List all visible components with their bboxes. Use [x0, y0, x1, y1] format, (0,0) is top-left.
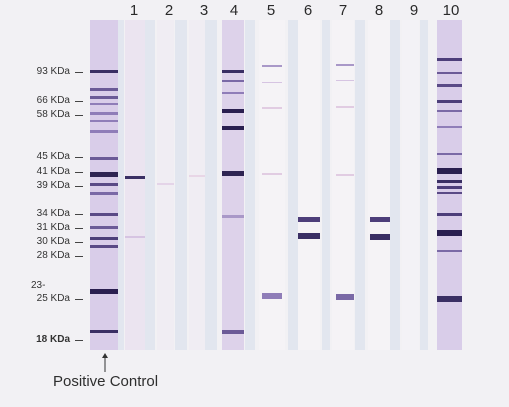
mw-marker-30: 30 KDa [36, 236, 70, 247]
mw-tick-58 [75, 115, 83, 116]
mw-marker-41: 41 KDa [36, 166, 70, 177]
lane-number-4: 4 [229, 2, 239, 19]
mw-tick-31 [75, 228, 83, 229]
mw-tick-34 [75, 214, 83, 215]
mw-marker-66: 66 KDa [36, 95, 70, 106]
mw-marker-31: 31 KDa [36, 222, 70, 233]
mw-tick-45 [75, 157, 83, 158]
lane-number-6: 6 [303, 2, 313, 19]
lane-positive-control [90, 20, 118, 350]
lane-number-3: 3 [199, 2, 209, 19]
mw-marker-39: 39 KDa [36, 180, 70, 191]
lane-9 [402, 20, 419, 350]
mw-marker-25: 25 KDa [36, 293, 70, 304]
mw-marker-58: 58 KDa [36, 109, 70, 120]
mw-tick-28 [75, 256, 83, 257]
lane-8 [368, 20, 390, 350]
lane-1 [125, 20, 145, 350]
lane-4 [222, 20, 244, 350]
lane-number-2: 2 [164, 2, 174, 19]
mw-tick-93 [75, 72, 83, 73]
mw-marker-93: 93 KDa [36, 66, 70, 77]
mw-marker-18: 18 KDa [36, 334, 70, 345]
mw-tick-66 [75, 101, 83, 102]
mw-marker-23: 23- [31, 280, 46, 291]
mw-tick-39 [75, 186, 83, 187]
lane-number-8: 8 [374, 2, 384, 19]
mw-tick-41 [75, 172, 83, 173]
lane-number-5: 5 [266, 2, 276, 19]
lane-number-1: 1 [129, 2, 139, 19]
arrow-up-icon [102, 353, 108, 372]
lane-2 [157, 20, 174, 350]
lane-number-10: 10 [442, 2, 460, 19]
lane-10 [437, 20, 462, 350]
lane-5 [259, 20, 285, 350]
lane-3 [189, 20, 205, 350]
lane-6 [298, 20, 320, 350]
lane-7 [332, 20, 354, 350]
mw-tick-30 [75, 242, 83, 243]
lane-number-7: 7 [338, 2, 348, 19]
mw-marker-34: 34 KDa [36, 208, 70, 219]
mw-marker-45: 45 KDa [36, 151, 70, 162]
positive-control-caption: Positive Control [53, 373, 159, 390]
mw-tick-18 [75, 340, 83, 341]
lane-number-9: 9 [409, 2, 419, 19]
mw-tick-25 [75, 299, 83, 300]
mw-marker-28: 28 KDa [36, 250, 70, 261]
